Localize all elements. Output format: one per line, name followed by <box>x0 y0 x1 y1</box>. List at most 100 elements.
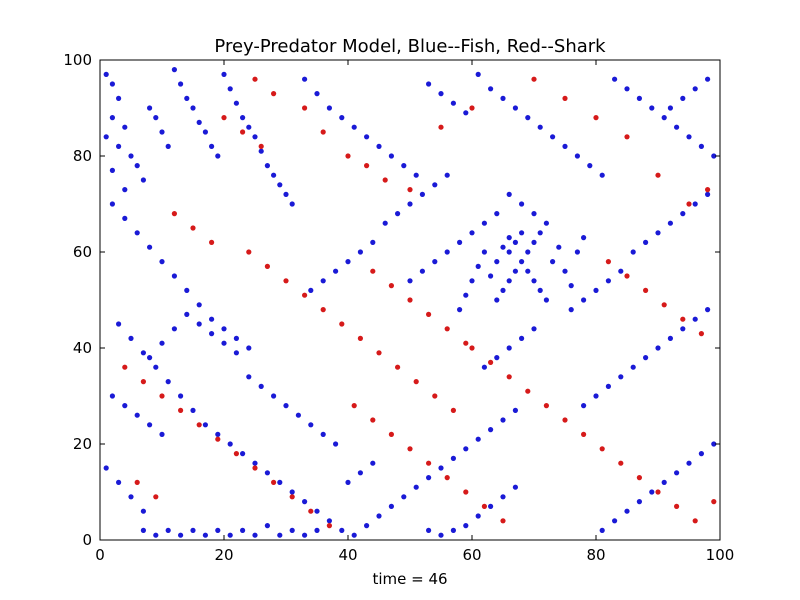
fish-point <box>159 340 165 346</box>
fish-point <box>531 326 537 332</box>
fish-point <box>450 100 456 106</box>
shark-point <box>376 350 382 356</box>
fish-point <box>686 460 692 466</box>
fish-point <box>550 134 556 140</box>
fish-point <box>153 364 159 370</box>
fish-point <box>252 134 258 140</box>
fish-point <box>264 523 270 529</box>
fish-point <box>333 268 339 274</box>
shark-point <box>190 225 196 231</box>
fish-point <box>457 307 463 313</box>
fish-point <box>469 278 475 284</box>
fish-point <box>680 211 686 217</box>
shark-point <box>506 374 512 380</box>
fish-point <box>543 220 550 226</box>
fish-point <box>407 278 413 284</box>
fish-point <box>605 278 612 284</box>
fish-point <box>711 441 717 447</box>
fish-point <box>624 508 630 514</box>
fish-point <box>599 527 605 534</box>
fish-point <box>320 431 326 437</box>
fish-point <box>655 230 661 236</box>
shark-point <box>320 307 326 313</box>
shark-point <box>140 379 146 385</box>
fish-point <box>215 527 221 534</box>
fish-point <box>444 172 450 178</box>
shark-point <box>543 403 550 409</box>
fish-point <box>550 259 556 265</box>
fish-point <box>308 287 314 293</box>
fish-point <box>531 211 537 217</box>
shark-point <box>655 489 661 495</box>
shark-point <box>171 211 177 217</box>
shark-point <box>463 489 469 495</box>
fish-point <box>401 494 407 500</box>
fish-point <box>444 249 450 255</box>
fish-point <box>264 470 270 476</box>
fish-point <box>165 527 171 534</box>
fish-point <box>202 422 208 428</box>
fish-point <box>283 191 289 197</box>
shark-point <box>686 201 692 207</box>
shark-point <box>469 345 475 351</box>
shark-point <box>326 523 332 529</box>
fish-point <box>581 235 587 241</box>
shark-point <box>711 499 717 505</box>
fish-point <box>171 326 177 332</box>
axes-layer: 0 20 40 60 80 100 0 20 40 60 80 100 <box>63 51 734 564</box>
fish-point <box>147 105 153 111</box>
fish-point <box>432 182 438 188</box>
fish-point <box>190 407 196 413</box>
fish-point <box>271 393 277 399</box>
fish-point <box>109 115 115 121</box>
fish-point <box>475 513 481 519</box>
fish-point <box>140 527 146 534</box>
fish-point <box>159 431 165 437</box>
fish-point <box>122 215 128 221</box>
fish-point <box>233 335 239 341</box>
shark-point <box>221 115 227 121</box>
fish-point <box>630 249 636 255</box>
fish-point <box>370 239 376 245</box>
fish-point <box>314 91 320 97</box>
fish-point <box>147 422 153 428</box>
fish-point <box>506 191 512 197</box>
fish-point <box>481 220 487 226</box>
fish-point <box>401 163 407 169</box>
fish-point <box>376 513 382 519</box>
fish-point <box>525 249 531 255</box>
shark-point <box>593 115 599 121</box>
shark-point <box>289 494 295 500</box>
shark-point <box>153 494 159 500</box>
fish-point <box>506 345 512 351</box>
shark-point <box>661 302 667 308</box>
fish-point <box>240 527 246 534</box>
fish-point <box>562 268 568 274</box>
fish-point <box>357 470 363 476</box>
fish-point <box>289 201 295 207</box>
fish-point <box>134 412 140 418</box>
fish-point <box>463 292 469 298</box>
fish-point <box>463 523 469 529</box>
fish-point <box>109 201 115 207</box>
fish-point <box>605 383 612 389</box>
shark-point <box>196 422 202 428</box>
fish-point <box>351 124 357 130</box>
fish-point <box>277 182 283 188</box>
fish-point <box>103 465 109 471</box>
fish-point <box>289 489 295 495</box>
shark-point <box>271 479 277 485</box>
y-tick-label: 40 <box>73 339 92 357</box>
fish-point <box>116 479 122 485</box>
fish-point <box>246 345 252 351</box>
fish-point <box>314 527 320 534</box>
fish-point <box>240 115 246 121</box>
fish-point <box>568 283 574 289</box>
fish-point <box>326 518 332 524</box>
shark-point <box>469 105 475 111</box>
fish-point <box>196 321 202 327</box>
shark-point <box>271 91 277 97</box>
fish-point <box>345 479 351 485</box>
shark-point <box>240 129 246 135</box>
x-tick-label: 0 <box>95 546 105 564</box>
